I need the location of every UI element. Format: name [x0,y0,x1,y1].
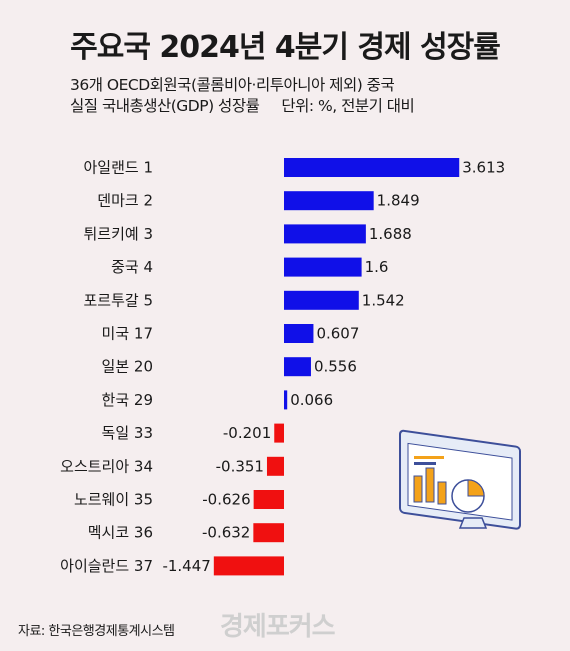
value-label: 0.066 [290,391,333,409]
category-label: 한국 29 [102,391,153,409]
bar [266,456,284,476]
value-label: -0.626 [202,491,250,509]
category-label: 중국 4 [111,258,153,276]
bar [284,224,366,244]
category-label: 덴마크 2 [97,192,153,210]
bar [253,523,284,543]
value-label: 0.556 [314,358,357,376]
bar [284,357,311,377]
bar [284,191,374,211]
category-label: 노르웨이 35 [74,491,153,509]
bar-chart: 아일랜드 1 3.613 덴마크 2 1.849 튀르키예 3 1.688 중국 4 1.6 포… [60,158,505,576]
category-label: 독일 33 [102,424,153,442]
source-note: 자료: 한국은행경제통계시스템 [18,624,175,639]
value-label: -1.447 [162,557,210,575]
category-label: 멕시코 36 [88,524,153,542]
bar [213,556,284,576]
value-label: 1.542 [362,291,405,309]
bar [284,324,314,343]
category-label: 아일랜드 1 [83,159,153,177]
monitor-chart-icon [399,429,521,530]
bar [284,390,288,410]
bar [284,290,359,310]
category-label: 아이슬란드 37 [60,557,153,575]
bar [284,257,362,277]
value-label: 1.6 [365,258,389,276]
bar [253,490,284,509]
value-label: 1.849 [377,192,420,210]
watermark-logo: 경제포커스 [220,612,336,642]
bar [284,158,460,177]
value-label: 1.688 [369,225,412,243]
value-label: -0.201 [223,424,271,442]
bar [274,423,284,443]
chart-subtitle: 36개 OECD회원국(콜롬비아·리투아니아 제외) 중국 실질 국내총생산(G… [70,75,415,117]
category-label: 튀르키예 3 [83,225,153,243]
value-label: -0.351 [216,457,264,475]
category-label: 일본 20 [102,358,153,376]
category-label: 미국 17 [102,325,153,343]
value-label: 3.613 [462,159,505,177]
category-label: 포르투갈 5 [83,291,153,309]
subtitle-line-2: 실질 국내총생산(GDP) 성장률 [70,97,260,115]
category-label: 오스트리아 34 [60,457,153,475]
unit-label: 단위: %, 전분기 대비 [281,97,415,115]
subtitle-line-1: 36개 OECD회원국(콜롬비아·리투아니아 제외) 중국 [70,76,395,94]
chart-title: 주요국 2024년 4분기 경제 성장률 [70,30,501,65]
value-label: 0.607 [316,325,359,343]
value-label: -0.632 [202,524,250,542]
